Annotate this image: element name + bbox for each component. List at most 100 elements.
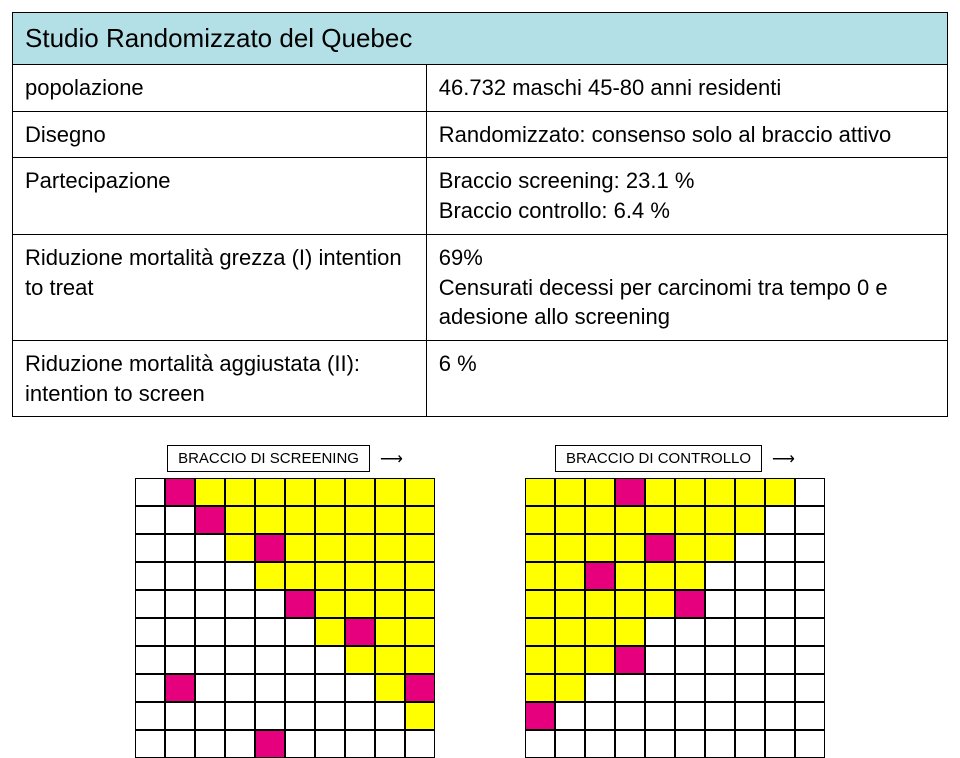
grid-cell	[585, 674, 615, 702]
grid-cell	[525, 618, 555, 646]
grid-cell	[165, 674, 195, 702]
grid-cell	[375, 674, 405, 702]
grid-cell	[705, 674, 735, 702]
grid-cell	[765, 590, 795, 618]
controllo-label: BRACCIO DI CONTROLLO	[555, 445, 762, 472]
screening-grid	[135, 478, 435, 758]
grid-cell	[195, 534, 225, 562]
grid-cell	[255, 646, 285, 674]
grid-cell	[195, 590, 225, 618]
grid-cell	[225, 590, 255, 618]
grid-cell	[315, 646, 345, 674]
grid-cell	[705, 590, 735, 618]
grid-cell	[645, 562, 675, 590]
grid-cell	[645, 618, 675, 646]
grid-cell	[585, 618, 615, 646]
grid-cell	[375, 478, 405, 506]
table-row: Disegno Randomizzato: consenso solo al b…	[13, 111, 948, 158]
grid-cell	[555, 478, 585, 506]
controllo-grid	[525, 478, 825, 758]
grid-cell	[705, 506, 735, 534]
grid-cell	[225, 646, 255, 674]
grid-cell	[225, 506, 255, 534]
row-right: 46.732 maschi 45-80 anni residenti	[426, 65, 947, 112]
grid-cell	[225, 478, 255, 506]
grid-cell	[735, 730, 765, 758]
grid-cell	[675, 618, 705, 646]
grid-cell	[195, 506, 225, 534]
grid-cell	[405, 562, 435, 590]
grid-cell	[315, 562, 345, 590]
grid-cell	[645, 646, 675, 674]
grid-cell	[225, 562, 255, 590]
grid-cell	[345, 618, 375, 646]
grid-cell	[765, 506, 795, 534]
grid-cell	[135, 506, 165, 534]
grid-cell	[285, 562, 315, 590]
grid-cell	[585, 534, 615, 562]
grid-cell	[675, 534, 705, 562]
grid-cell	[795, 478, 825, 506]
grid-cell	[315, 618, 345, 646]
grid-cell	[315, 730, 345, 758]
grid-cell	[675, 590, 705, 618]
grid-cell	[585, 702, 615, 730]
grid-cell	[135, 562, 165, 590]
grid-cell	[165, 730, 195, 758]
grid-cell	[255, 506, 285, 534]
row-right: 6 %	[426, 340, 947, 416]
grid-cell	[405, 646, 435, 674]
grid-cell	[705, 562, 735, 590]
grid-cell	[135, 646, 165, 674]
grid-cell	[375, 590, 405, 618]
grid-cell	[135, 702, 165, 730]
grid-cell	[645, 478, 675, 506]
screening-label-row: BRACCIO DI SCREENING ⟶	[167, 445, 403, 472]
grid-cell	[315, 478, 345, 506]
grid-cell	[345, 478, 375, 506]
screening-label: BRACCIO DI SCREENING	[167, 445, 370, 472]
grid-cell	[525, 562, 555, 590]
grid-cell	[705, 478, 735, 506]
grid-cell	[345, 590, 375, 618]
grid-cell	[225, 674, 255, 702]
grid-cell	[135, 674, 165, 702]
grid-cell	[585, 730, 615, 758]
grid-cell	[735, 478, 765, 506]
grid-cell	[345, 674, 375, 702]
grid-cell	[315, 702, 345, 730]
grid-cell	[285, 506, 315, 534]
grid-cell	[615, 674, 645, 702]
grid-cell	[285, 646, 315, 674]
table-header-row: Studio Randomizzato del Quebec	[13, 13, 948, 65]
controllo-label-row: BRACCIO DI CONTROLLO ⟶	[555, 445, 795, 472]
grid-cell	[585, 478, 615, 506]
grid-cell	[795, 590, 825, 618]
grid-cell	[375, 646, 405, 674]
grid-cell	[615, 506, 645, 534]
grid-cell	[615, 478, 645, 506]
grid-cell	[375, 534, 405, 562]
grid-cell	[735, 534, 765, 562]
grid-cell	[765, 730, 795, 758]
grids-container: BRACCIO DI SCREENING ⟶ BRACCIO DI CONTRO…	[12, 445, 948, 758]
grid-cell	[615, 646, 645, 674]
grid-cell	[525, 702, 555, 730]
grid-cell	[285, 534, 315, 562]
grid-cell	[285, 590, 315, 618]
grid-cell	[345, 562, 375, 590]
grid-cell	[675, 562, 705, 590]
grid-cell	[735, 702, 765, 730]
grid-cell	[345, 702, 375, 730]
row-left: Riduzione mortalità grezza (I) intention…	[13, 234, 427, 340]
grid-cell	[315, 534, 345, 562]
grid-cell	[555, 562, 585, 590]
grid-cell	[285, 730, 315, 758]
grid-cell	[375, 562, 405, 590]
grid-cell	[675, 730, 705, 758]
grid-cell	[765, 534, 795, 562]
grid-cell	[555, 618, 585, 646]
arrow-icon: ⟶	[772, 449, 795, 469]
grid-cell	[315, 674, 345, 702]
grid-cell	[405, 618, 435, 646]
